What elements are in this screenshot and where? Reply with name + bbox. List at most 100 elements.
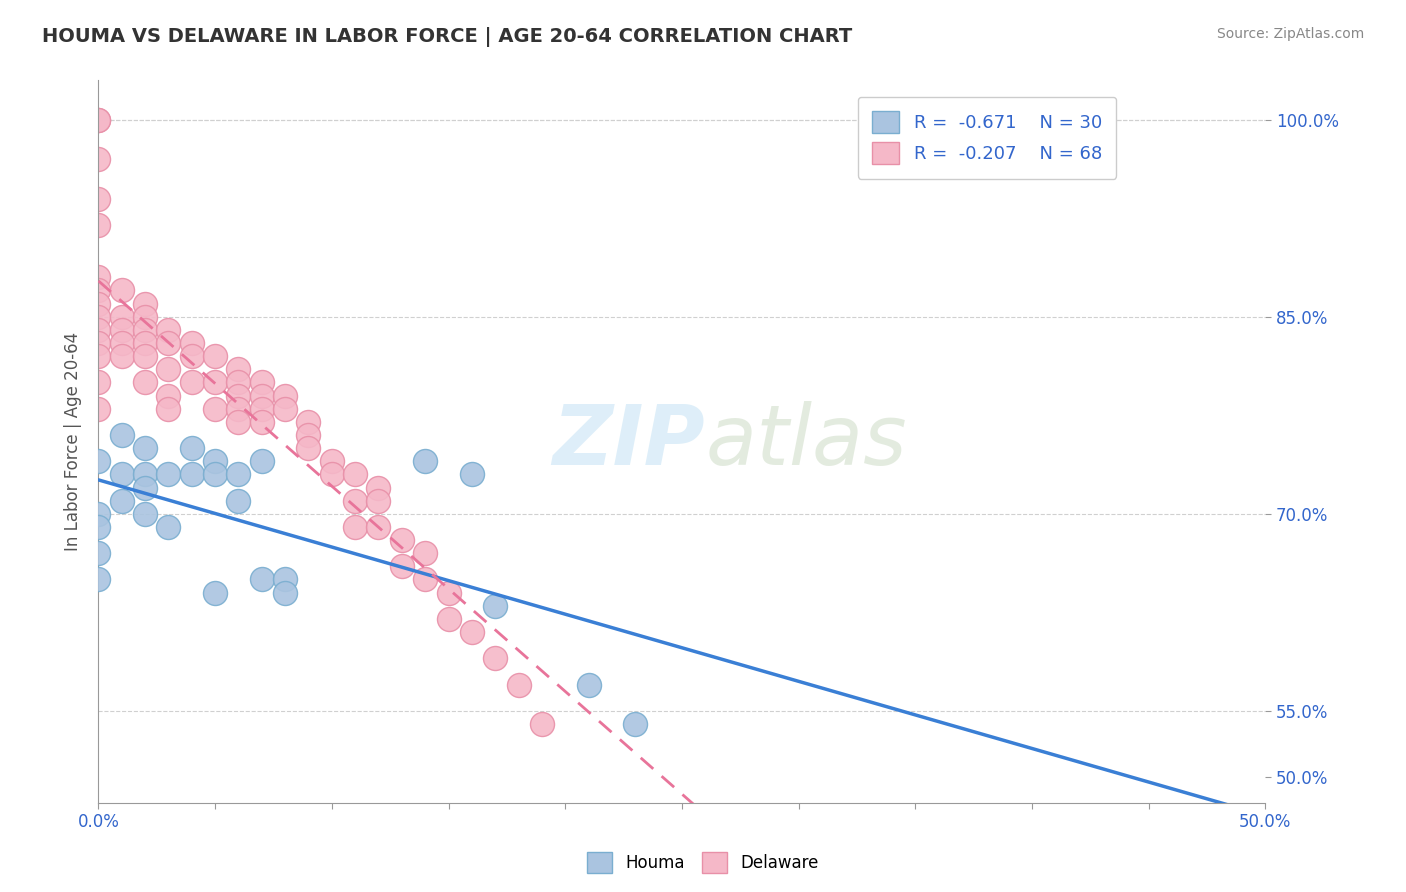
Point: [578, 677, 600, 691]
Point: [180, 467, 202, 482]
Point: [87, 323, 110, 337]
Point: [111, 493, 134, 508]
Point: [157, 467, 180, 482]
Point: [204, 401, 226, 416]
Text: ZIP: ZIP: [553, 401, 706, 482]
Point: [204, 376, 226, 390]
Point: [87, 454, 110, 468]
Point: [508, 677, 530, 691]
Point: [321, 467, 343, 482]
Point: [87, 152, 110, 166]
Point: [391, 559, 413, 574]
Point: [530, 717, 553, 731]
Text: atlas: atlas: [706, 401, 907, 482]
Point: [134, 467, 156, 482]
Point: [274, 573, 297, 587]
Point: [367, 481, 389, 495]
Point: [87, 310, 110, 324]
Point: [297, 415, 319, 429]
Point: [180, 441, 202, 455]
Point: [437, 585, 460, 599]
Point: [134, 323, 156, 337]
Point: [180, 376, 202, 390]
Point: [250, 415, 273, 429]
Point: [157, 401, 180, 416]
Point: [391, 533, 413, 547]
Point: [111, 349, 134, 363]
Point: [274, 401, 297, 416]
Point: [437, 612, 460, 626]
Point: [250, 454, 273, 468]
Point: [87, 507, 110, 521]
Point: [157, 336, 180, 351]
Point: [134, 376, 156, 390]
Point: [228, 493, 250, 508]
Point: [87, 546, 110, 560]
Point: [87, 336, 110, 351]
Point: [157, 323, 180, 337]
Point: [250, 573, 273, 587]
Point: [134, 441, 156, 455]
Point: [111, 323, 134, 337]
Point: [111, 428, 134, 442]
Point: [624, 717, 647, 731]
Point: [461, 625, 484, 640]
Point: [204, 349, 226, 363]
Point: [204, 454, 226, 468]
Point: [461, 467, 484, 482]
Point: [111, 310, 134, 324]
Point: [87, 573, 110, 587]
Point: [250, 376, 273, 390]
Point: [228, 415, 250, 429]
Point: [134, 349, 156, 363]
Legend: Houma, Delaware: Houma, Delaware: [581, 846, 825, 880]
Point: [204, 467, 226, 482]
Point: [87, 401, 110, 416]
Point: [228, 467, 250, 482]
Point: [367, 493, 389, 508]
Point: [87, 218, 110, 232]
Point: [134, 296, 156, 310]
Point: [204, 585, 226, 599]
Point: [134, 507, 156, 521]
Point: [484, 651, 506, 665]
Point: [228, 401, 250, 416]
Point: [87, 270, 110, 285]
Point: [484, 599, 506, 613]
Point: [274, 388, 297, 402]
Point: [111, 336, 134, 351]
Text: HOUMA VS DELAWARE IN LABOR FORCE | AGE 20-64 CORRELATION CHART: HOUMA VS DELAWARE IN LABOR FORCE | AGE 2…: [42, 27, 852, 46]
Point: [87, 376, 110, 390]
Point: [367, 520, 389, 534]
Point: [87, 284, 110, 298]
Point: [228, 388, 250, 402]
Point: [87, 112, 110, 127]
Point: [297, 441, 319, 455]
Point: [250, 401, 273, 416]
Point: [228, 362, 250, 376]
Point: [87, 520, 110, 534]
Point: [413, 573, 436, 587]
Point: [274, 585, 297, 599]
Point: [344, 467, 367, 482]
Point: [134, 310, 156, 324]
Point: [413, 546, 436, 560]
Point: [228, 376, 250, 390]
Point: [180, 349, 202, 363]
Point: [111, 467, 134, 482]
Point: [297, 428, 319, 442]
Point: [157, 520, 180, 534]
Point: [111, 284, 134, 298]
Point: [157, 362, 180, 376]
Point: [87, 192, 110, 206]
Point: [413, 454, 436, 468]
Y-axis label: In Labor Force | Age 20-64: In Labor Force | Age 20-64: [63, 332, 82, 551]
Point: [180, 336, 202, 351]
Point: [157, 388, 180, 402]
Point: [87, 349, 110, 363]
Point: [321, 454, 343, 468]
Point: [87, 112, 110, 127]
Point: [134, 481, 156, 495]
Point: [87, 296, 110, 310]
Point: [344, 520, 367, 534]
